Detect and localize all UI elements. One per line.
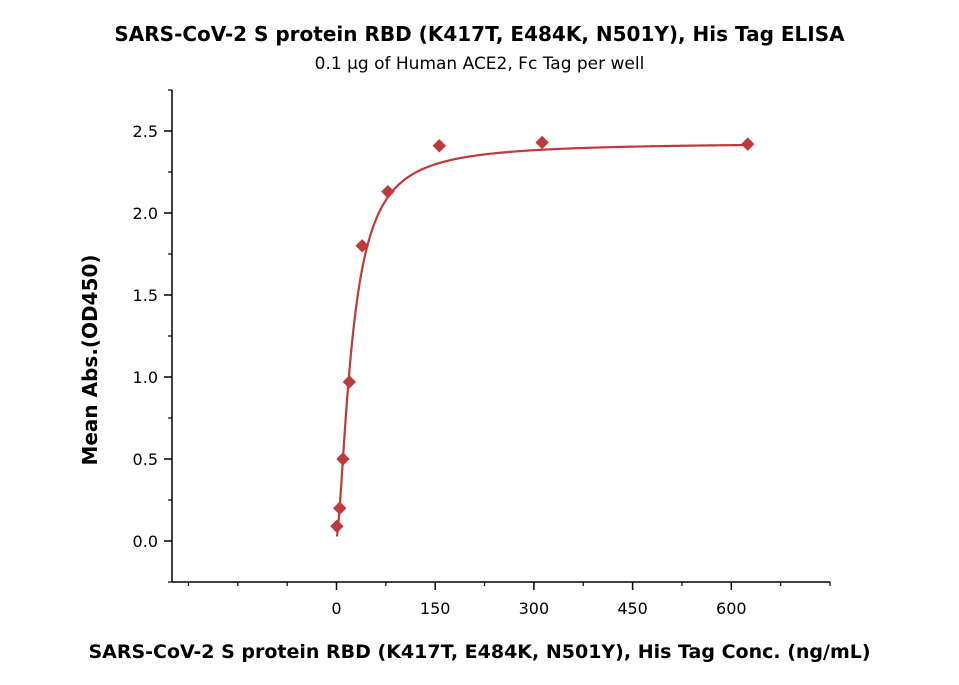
y-tick-label: 1.0 — [133, 368, 158, 387]
x-tick-label: 300 — [519, 599, 550, 618]
chart-title: SARS-CoV-2 S protein RBD (K417T, E484K, … — [114, 22, 845, 46]
chart-subtitle: 0.1 µg of Human ACE2, Fc Tag per well — [314, 54, 645, 74]
x-tick-label: 0 — [331, 599, 341, 618]
data-point — [333, 501, 347, 515]
y-tick-label: 0.5 — [133, 450, 158, 469]
data-point — [330, 519, 344, 533]
data-point — [381, 184, 395, 199]
y-tick-label: 2.5 — [133, 122, 158, 141]
fit-curve — [335, 143, 748, 537]
data-point — [336, 452, 350, 466]
x-tick-label: 450 — [617, 599, 648, 618]
data-point — [355, 239, 369, 253]
axes: 0.0 0.5 1.0 1.5 2.0 2.5 0 150 300 450 600 — [133, 89, 831, 618]
x-tick-label: 150 — [420, 599, 451, 618]
y-tick-label: 1.5 — [133, 286, 158, 305]
y-axis-label: Mean Abs.(OD450) — [78, 254, 102, 466]
data-point — [741, 137, 755, 151]
data-point — [342, 375, 357, 389]
y-tick-label: 0.0 — [133, 532, 158, 551]
data-point — [535, 135, 549, 150]
data-points-layer — [330, 135, 755, 533]
x-axis-label: SARS-CoV-2 S protein RBD (K417T, E484K, … — [88, 641, 871, 663]
y-tick-label: 2.0 — [133, 204, 158, 223]
x-tick-label: 600 — [716, 599, 747, 618]
data-point — [432, 139, 447, 153]
fit-curve-layer — [335, 143, 748, 537]
